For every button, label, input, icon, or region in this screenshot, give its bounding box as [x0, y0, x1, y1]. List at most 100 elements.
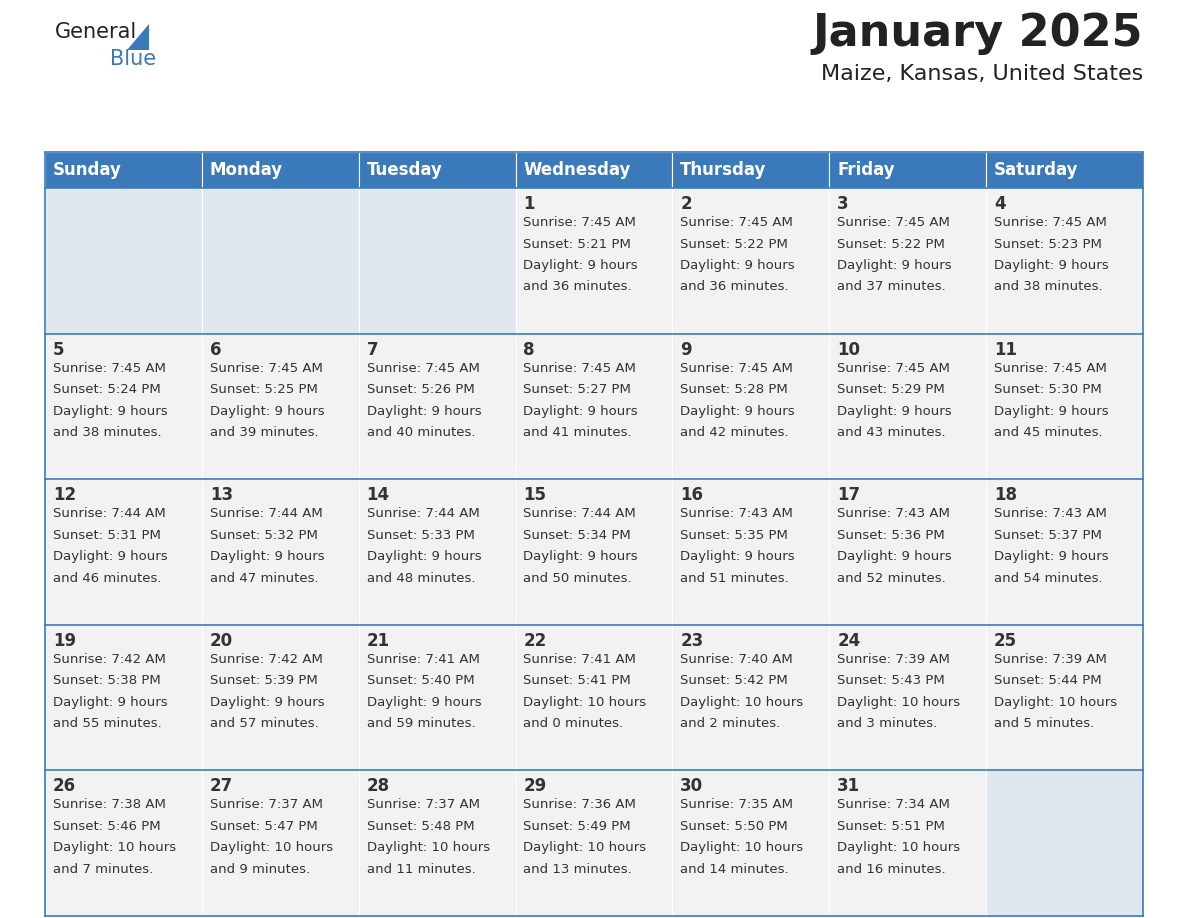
Text: Sunset: 5:29 PM: Sunset: 5:29 PM: [838, 383, 944, 396]
Text: Daylight: 10 hours: Daylight: 10 hours: [52, 842, 176, 855]
Bar: [672, 152, 829, 188]
Bar: [359, 188, 516, 333]
Text: 11: 11: [994, 341, 1017, 359]
Text: Monday: Monday: [210, 161, 283, 179]
Text: Sunset: 5:21 PM: Sunset: 5:21 PM: [524, 238, 631, 251]
Text: and 42 minutes.: and 42 minutes.: [681, 426, 789, 439]
Bar: [829, 479, 986, 625]
Text: 27: 27: [210, 778, 233, 795]
Bar: [359, 333, 516, 479]
Text: 31: 31: [838, 778, 860, 795]
Text: Daylight: 9 hours: Daylight: 9 hours: [210, 696, 324, 709]
Text: and 2 minutes.: and 2 minutes.: [681, 717, 781, 731]
Text: Sunrise: 7:41 AM: Sunrise: 7:41 AM: [367, 653, 480, 666]
Text: Daylight: 10 hours: Daylight: 10 hours: [524, 842, 646, 855]
Bar: [986, 479, 1143, 625]
Text: 20: 20: [210, 632, 233, 650]
Text: Daylight: 10 hours: Daylight: 10 hours: [994, 696, 1117, 709]
Text: 4: 4: [994, 195, 1005, 213]
Text: and 11 minutes.: and 11 minutes.: [367, 863, 475, 876]
Text: Sunset: 5:50 PM: Sunset: 5:50 PM: [681, 820, 788, 833]
Text: Friday: Friday: [838, 161, 895, 179]
Text: and 41 minutes.: and 41 minutes.: [524, 426, 632, 439]
Text: Sunset: 5:35 PM: Sunset: 5:35 PM: [681, 529, 788, 542]
Text: 15: 15: [524, 487, 546, 504]
Bar: [45, 625, 202, 770]
Text: and 55 minutes.: and 55 minutes.: [52, 717, 162, 731]
Bar: [829, 625, 986, 770]
Text: 26: 26: [52, 778, 76, 795]
Text: and 38 minutes.: and 38 minutes.: [52, 426, 162, 439]
Bar: [202, 152, 359, 188]
Text: Maize, Kansas, United States: Maize, Kansas, United States: [821, 64, 1143, 84]
Bar: [829, 333, 986, 479]
Text: 7: 7: [367, 341, 378, 359]
Text: Sunrise: 7:42 AM: Sunrise: 7:42 AM: [210, 653, 323, 666]
Bar: [672, 479, 829, 625]
Text: 30: 30: [681, 778, 703, 795]
Text: and 51 minutes.: and 51 minutes.: [681, 572, 789, 585]
Text: Thursday: Thursday: [681, 161, 766, 179]
Text: and 48 minutes.: and 48 minutes.: [367, 572, 475, 585]
Text: 29: 29: [524, 778, 546, 795]
Bar: [202, 479, 359, 625]
Text: and 45 minutes.: and 45 minutes.: [994, 426, 1102, 439]
Text: and 37 minutes.: and 37 minutes.: [838, 281, 946, 294]
Text: Sunset: 5:27 PM: Sunset: 5:27 PM: [524, 383, 631, 396]
Text: Daylight: 9 hours: Daylight: 9 hours: [524, 259, 638, 272]
Text: Sunset: 5:28 PM: Sunset: 5:28 PM: [681, 383, 788, 396]
Text: Sunset: 5:33 PM: Sunset: 5:33 PM: [367, 529, 474, 542]
Text: 2: 2: [681, 195, 691, 213]
Text: Daylight: 9 hours: Daylight: 9 hours: [994, 550, 1108, 564]
Text: Daylight: 9 hours: Daylight: 9 hours: [52, 696, 168, 709]
Text: and 43 minutes.: and 43 minutes.: [838, 426, 946, 439]
Bar: [672, 188, 829, 333]
Text: Sunset: 5:36 PM: Sunset: 5:36 PM: [838, 529, 944, 542]
Text: Sunrise: 7:36 AM: Sunrise: 7:36 AM: [524, 799, 637, 812]
Text: Sunset: 5:26 PM: Sunset: 5:26 PM: [367, 383, 474, 396]
Text: Daylight: 9 hours: Daylight: 9 hours: [681, 405, 795, 418]
Text: and 7 minutes.: and 7 minutes.: [52, 863, 153, 876]
Text: Daylight: 9 hours: Daylight: 9 hours: [367, 696, 481, 709]
Text: 1: 1: [524, 195, 535, 213]
Text: Daylight: 9 hours: Daylight: 9 hours: [994, 259, 1108, 272]
Text: 8: 8: [524, 341, 535, 359]
Text: and 16 minutes.: and 16 minutes.: [838, 863, 946, 876]
Text: Sunset: 5:51 PM: Sunset: 5:51 PM: [838, 820, 944, 833]
Text: 23: 23: [681, 632, 703, 650]
Text: Sunset: 5:24 PM: Sunset: 5:24 PM: [52, 383, 160, 396]
Text: Sunrise: 7:43 AM: Sunrise: 7:43 AM: [838, 508, 950, 521]
Text: Daylight: 9 hours: Daylight: 9 hours: [524, 405, 638, 418]
Text: and 52 minutes.: and 52 minutes.: [838, 572, 946, 585]
Text: 22: 22: [524, 632, 546, 650]
Text: Sunrise: 7:45 AM: Sunrise: 7:45 AM: [681, 362, 794, 375]
Text: Daylight: 9 hours: Daylight: 9 hours: [838, 550, 952, 564]
Text: Sunset: 5:38 PM: Sunset: 5:38 PM: [52, 675, 160, 688]
Text: Tuesday: Tuesday: [367, 161, 442, 179]
Bar: [516, 152, 672, 188]
Text: 16: 16: [681, 487, 703, 504]
Text: Sunset: 5:37 PM: Sunset: 5:37 PM: [994, 529, 1101, 542]
Text: and 38 minutes.: and 38 minutes.: [994, 281, 1102, 294]
Bar: [359, 770, 516, 916]
Text: Sunrise: 7:45 AM: Sunrise: 7:45 AM: [994, 362, 1107, 375]
Bar: [516, 625, 672, 770]
Text: Sunrise: 7:45 AM: Sunrise: 7:45 AM: [524, 362, 637, 375]
Text: General: General: [55, 22, 138, 42]
Text: Sunrise: 7:35 AM: Sunrise: 7:35 AM: [681, 799, 794, 812]
Bar: [45, 333, 202, 479]
Text: Sunset: 5:47 PM: Sunset: 5:47 PM: [210, 820, 317, 833]
Bar: [986, 333, 1143, 479]
Text: Sunset: 5:22 PM: Sunset: 5:22 PM: [838, 238, 944, 251]
Text: Sunrise: 7:43 AM: Sunrise: 7:43 AM: [994, 508, 1107, 521]
Text: Sunrise: 7:45 AM: Sunrise: 7:45 AM: [994, 216, 1107, 229]
Text: Sunset: 5:39 PM: Sunset: 5:39 PM: [210, 675, 317, 688]
Bar: [45, 770, 202, 916]
Text: Sunrise: 7:45 AM: Sunrise: 7:45 AM: [210, 362, 323, 375]
Text: and 54 minutes.: and 54 minutes.: [994, 572, 1102, 585]
Bar: [202, 333, 359, 479]
Text: Daylight: 10 hours: Daylight: 10 hours: [681, 696, 803, 709]
Bar: [202, 188, 359, 333]
Text: Sunset: 5:30 PM: Sunset: 5:30 PM: [994, 383, 1101, 396]
Text: Daylight: 9 hours: Daylight: 9 hours: [838, 259, 952, 272]
